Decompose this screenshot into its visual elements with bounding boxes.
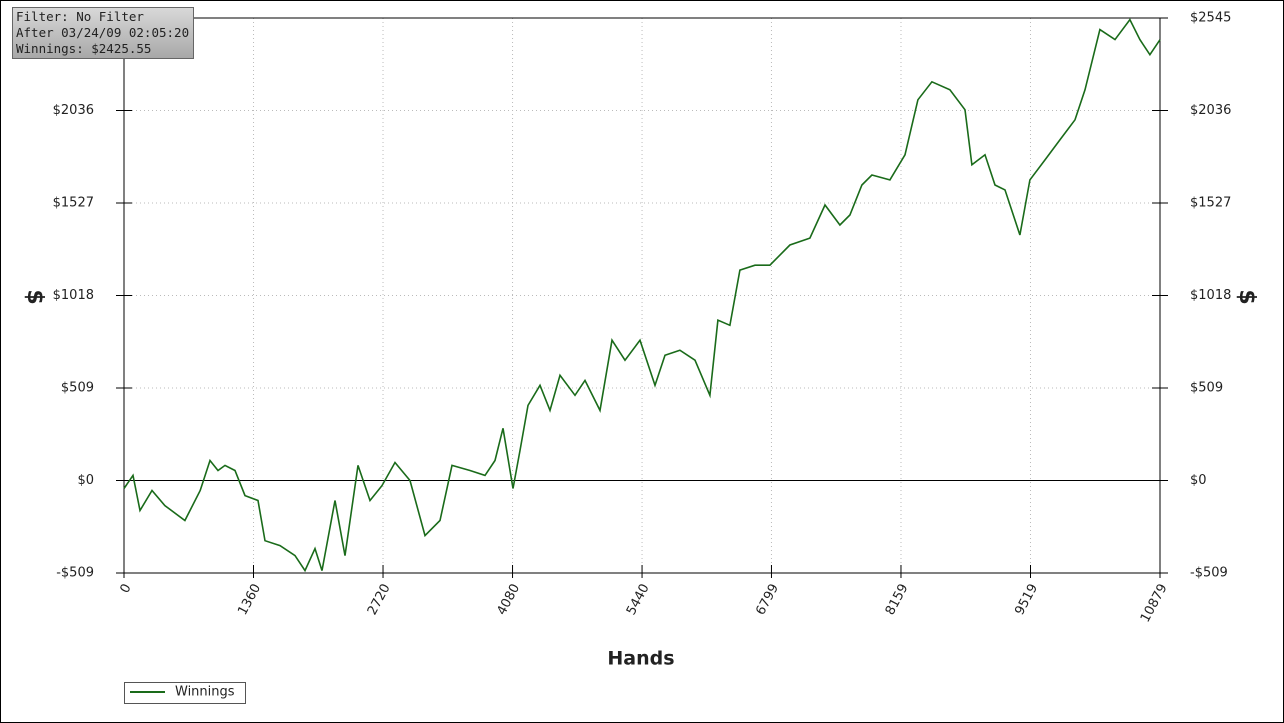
y-tick-label-right: $1018 xyxy=(1190,288,1231,303)
info-box: Filter: No Filter After 03/24/09 02:05:2… xyxy=(12,7,194,59)
y-tick-label: $1018 xyxy=(53,288,94,303)
y-tick-label: -$509 xyxy=(56,566,94,581)
y-tick-label-right: $509 xyxy=(1190,381,1223,396)
y-tick-label: $1527 xyxy=(53,196,94,211)
y-axis-title: $ xyxy=(22,289,47,304)
y-axis-title-right: $ xyxy=(1234,289,1259,304)
y-tick-label-right: -$509 xyxy=(1190,566,1228,581)
plot xyxy=(123,18,1161,573)
y-tick-label: $2036 xyxy=(53,103,94,118)
y-tick-label: $509 xyxy=(61,381,94,396)
y-tick-label-right: $2036 xyxy=(1190,103,1231,118)
info-line: Filter: No Filter xyxy=(16,9,144,24)
legend-label: Winnings xyxy=(175,685,235,700)
y-tick-label-right: $0 xyxy=(1190,473,1207,488)
x-axis-title: Hands xyxy=(607,648,674,670)
y-tick-label-right: $1527 xyxy=(1190,196,1231,211)
y-tick-label-right: $2545 xyxy=(1190,11,1231,26)
info-line: After 03/24/09 02:05:20 xyxy=(16,25,190,40)
y-tick-label: $0 xyxy=(77,473,94,488)
legend xyxy=(124,682,246,704)
info-line: Winnings: $2425.55 xyxy=(16,41,152,56)
series-line xyxy=(123,18,1161,573)
